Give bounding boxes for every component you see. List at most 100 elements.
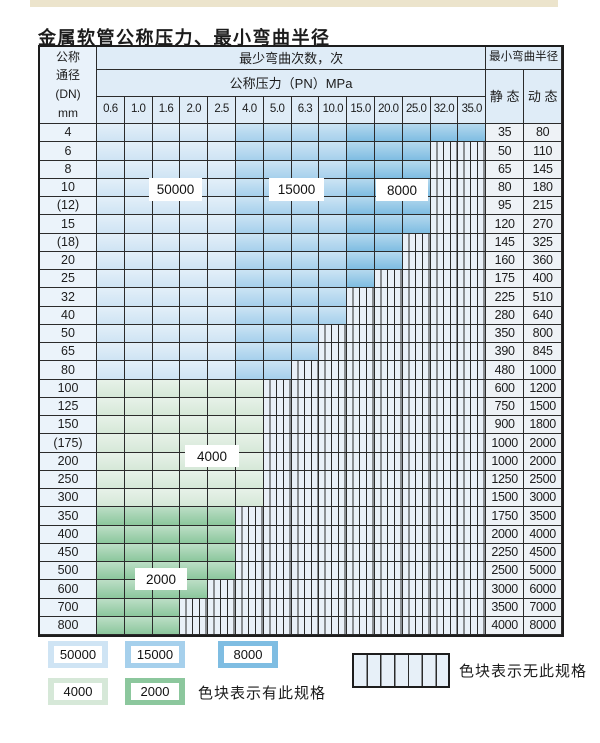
dynamic-value: 4500 <box>524 543 563 562</box>
spec-cell <box>347 233 375 252</box>
spec-cell <box>180 233 209 252</box>
dynamic-value: 270 <box>524 215 563 234</box>
spec-cell <box>180 251 209 270</box>
row-label: 8 <box>40 160 97 179</box>
no-spec-cell <box>458 397 487 416</box>
spec-cell <box>263 306 292 325</box>
spec-cell <box>208 160 236 179</box>
no-spec-cell <box>374 470 403 489</box>
no-spec-cell <box>430 580 459 599</box>
spec-cell <box>97 562 125 581</box>
spec-cell <box>208 124 236 143</box>
spec-cell <box>374 160 403 179</box>
spec-cell <box>152 288 181 307</box>
no-spec-cell <box>374 598 403 617</box>
no-spec-cell <box>430 324 459 343</box>
spec-cell <box>235 489 264 508</box>
cycles-header: 最少弯曲次数，次 <box>97 47 487 70</box>
spec-cell <box>291 197 320 216</box>
spec-cell <box>97 306 125 325</box>
spec-cell <box>152 598 181 617</box>
no-spec-cell <box>263 598 292 617</box>
spec-cell <box>347 215 375 234</box>
spec-cell <box>402 197 431 216</box>
dynamic-value: 1800 <box>524 416 563 435</box>
pressure-col-header: 6.3 <box>291 97 320 124</box>
dynamic-value: 1500 <box>524 397 563 416</box>
dynamic-value: 5000 <box>524 562 563 581</box>
no-spec-cell <box>319 379 348 398</box>
dynamic-value: 80 <box>524 124 563 143</box>
spec-cell <box>208 562 236 581</box>
no-spec-cell <box>374 397 403 416</box>
no-spec-cell <box>291 580 320 599</box>
static-value: 1000 <box>486 434 525 453</box>
legend-no-spec-note: 色块表示无此规格 <box>459 663 588 680</box>
no-spec-cell <box>402 452 431 471</box>
spec-cell <box>291 160 320 179</box>
static-value: 120 <box>486 215 525 234</box>
no-spec-cell <box>347 507 375 526</box>
spec-cell <box>180 160 209 179</box>
no-spec-cell <box>458 470 487 489</box>
static-value: 35 <box>486 124 525 143</box>
no-spec-cell <box>430 616 459 635</box>
no-spec-cell <box>430 470 459 489</box>
no-spec-cell <box>347 324 375 343</box>
no-spec-cell <box>430 251 459 270</box>
no-spec-cell <box>319 416 348 435</box>
dynamic-value: 1000 <box>524 361 563 380</box>
no-spec-cell <box>374 507 403 526</box>
spec-cell <box>152 124 181 143</box>
static-value: 480 <box>486 361 525 380</box>
dynamic-value: 2500 <box>524 470 563 489</box>
spec-cell <box>152 361 181 380</box>
pressure-table: 公称 通径 (DN) mm 最少弯曲次数，次 最小弯曲半径 公称压力（PN）MPa 静 … <box>38 45 565 637</box>
spec-cell <box>152 160 181 179</box>
spec-cell <box>263 197 292 216</box>
spec-cell <box>374 233 403 252</box>
pressure-col-header: 1.6 <box>152 97 181 124</box>
spec-cell <box>152 324 181 343</box>
spec-cell <box>235 343 264 362</box>
static-value: 390 <box>486 343 525 362</box>
no-spec-cell <box>347 525 375 544</box>
row-label: 32 <box>40 288 97 307</box>
spec-cell <box>180 525 209 544</box>
spec-cell <box>152 543 181 562</box>
no-spec-cell <box>402 434 431 453</box>
spec-cell <box>263 160 292 179</box>
no-spec-cell <box>291 507 320 526</box>
no-spec-cell <box>347 616 375 635</box>
spec-cell <box>235 470 264 489</box>
legend-has-spec-note: 色块表示有此规格 <box>198 685 327 702</box>
no-spec-cell <box>402 580 431 599</box>
spec-cell <box>263 343 292 362</box>
spec-cell <box>319 288 348 307</box>
no-spec-cell <box>430 215 459 234</box>
zone-cycles-label: 50000 <box>149 178 202 201</box>
spec-cell <box>319 233 348 252</box>
spec-cell <box>235 178 264 197</box>
spec-cell <box>97 452 125 471</box>
no-spec-cell <box>319 616 348 635</box>
no-spec-cell <box>374 452 403 471</box>
no-spec-cell <box>430 489 459 508</box>
spec-cell <box>319 215 348 234</box>
no-spec-cell <box>347 452 375 471</box>
no-spec-cell <box>374 489 403 508</box>
no-spec-cell <box>347 562 375 581</box>
no-spec-cell <box>263 416 292 435</box>
row-label: (18) <box>40 233 97 252</box>
spec-cell <box>208 416 236 435</box>
dynamic-value: 1200 <box>524 379 563 398</box>
row-label: 20 <box>40 251 97 270</box>
spec-cell <box>347 124 375 143</box>
spec-cell <box>180 270 209 289</box>
spec-cell <box>291 343 320 362</box>
no-spec-cell <box>235 562 264 581</box>
row-label: 200 <box>40 452 97 471</box>
no-spec-cell <box>263 452 292 471</box>
static-value: 65 <box>486 160 525 179</box>
spec-cell <box>208 361 236 380</box>
